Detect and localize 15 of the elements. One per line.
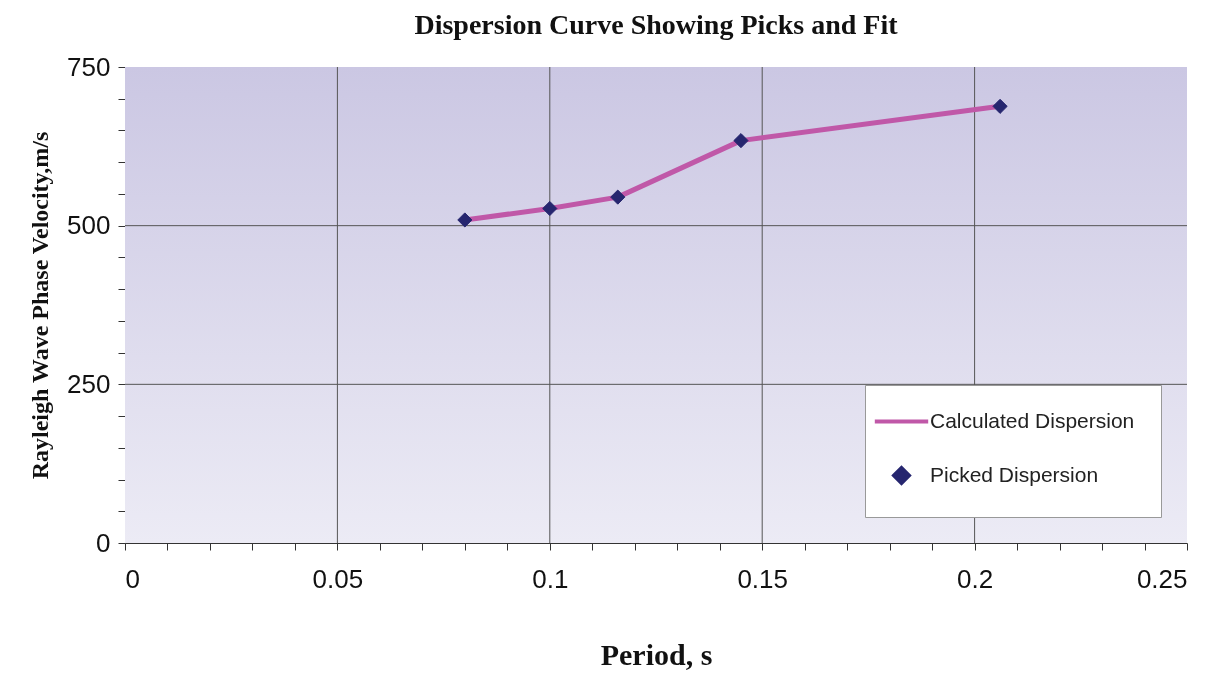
x-tick-label: 0.1 (532, 563, 569, 594)
legend-label: Picked Dispersion (930, 462, 1099, 486)
legend-label: Calculated Dispersion (930, 408, 1135, 432)
x-axis-title: Period, s (600, 637, 713, 671)
y-tick-label: 250 (67, 368, 111, 399)
y-tick-label: 0 (96, 527, 111, 558)
x-tick-label: 0.15 (737, 563, 788, 594)
x-tick-label: 0.05 (312, 563, 364, 594)
y-axis-title: Rayleigh Wave Phase Velocity,m/s (27, 131, 54, 480)
x-tick-label: 0.2 (957, 563, 994, 594)
y-tick-label: 500 (67, 210, 111, 241)
x-tick-label: 0 (125, 563, 140, 594)
chart-title: Dispersion Curve Showing Picks and Fit (414, 9, 899, 40)
y-tick-label: 750 (67, 51, 111, 82)
x-tick-label: 0.25 (1136, 563, 1188, 594)
